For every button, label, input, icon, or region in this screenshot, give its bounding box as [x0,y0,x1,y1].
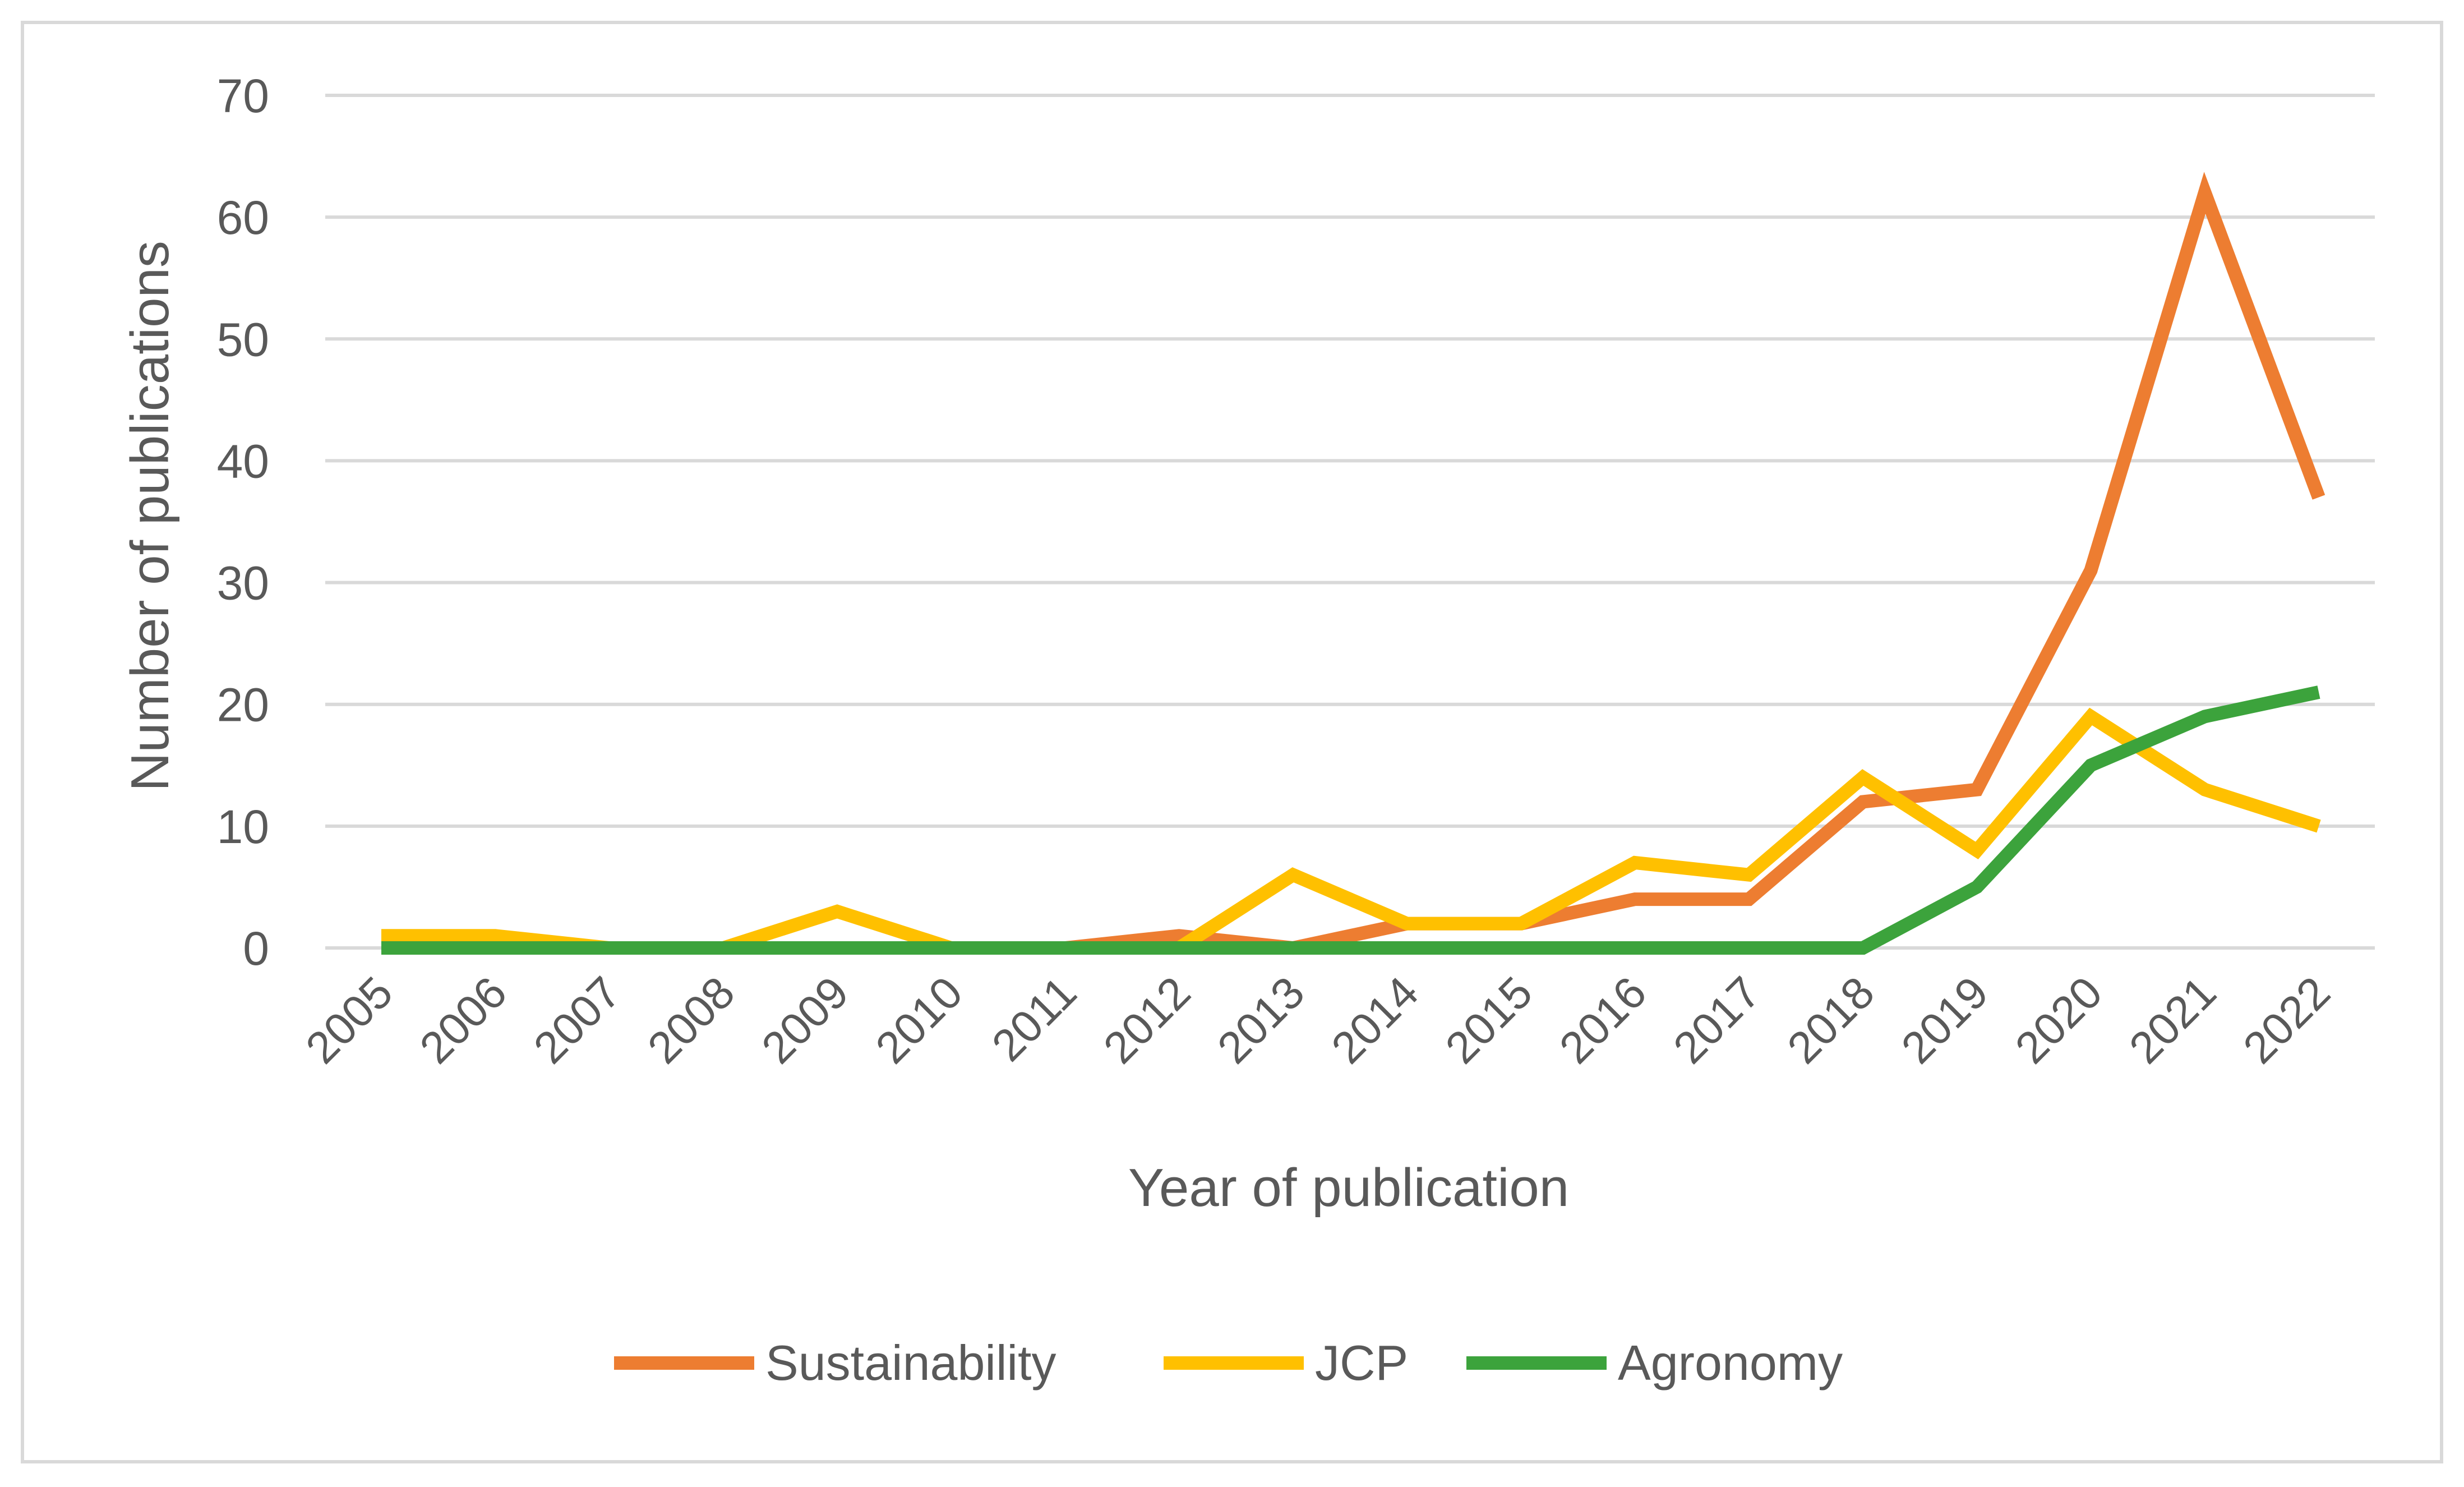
data-point [1520,923,1521,924]
y-tick-label: 50 [217,313,269,366]
y-tick-label: 0 [243,922,269,975]
gridlines [325,94,2375,950]
y-tick-label: 10 [217,800,269,853]
data-point [950,947,952,949]
data-point [2318,826,2319,827]
y-tick-label: 20 [217,679,269,731]
data-point [2204,789,2205,790]
data-point [837,911,838,912]
data-point [1976,789,1977,790]
data-point [495,935,496,936]
data-point [1293,947,1294,949]
legend-label: JCP [1315,1335,1408,1391]
data-point [1976,850,1977,851]
data-point [2091,765,2092,766]
series-line-agronomy [381,685,2320,955]
legend-label: Sustainability [765,1335,1056,1391]
series-agronomy [381,685,2320,955]
data-point [2091,570,2092,571]
y-tick-label: 60 [217,191,269,244]
data-point [1179,935,1180,936]
legend-item-agronomy: Agronomy [1466,1335,1843,1391]
data-point [1635,947,1636,949]
data-point [495,947,496,949]
y-axis-tick-labels: 0 10 20 30 40 50 60 70 [217,70,269,975]
data-point [381,947,382,949]
x-axis-title: Year of publication [1128,1158,1569,1218]
data-point [1635,862,1636,863]
data-point [723,947,724,949]
data-point [1520,947,1521,949]
data-point [1862,777,1863,778]
legend-item-jcp: JCP [1164,1335,1408,1391]
data-point [1976,886,1977,887]
data-point [1064,947,1065,949]
data-point [2091,716,2092,717]
data-point [1862,947,1863,949]
legend-item-sustainability: Sustainability [614,1335,1056,1391]
data-point [381,935,382,936]
y-tick-label: 30 [217,557,269,610]
data-point [2204,192,2205,194]
data-point [1635,899,1636,900]
data-point [2318,497,2319,498]
data-point [2318,692,2319,693]
data-point [1748,899,1750,900]
data-point [837,947,838,949]
legend-label: Agronomy [1618,1335,1843,1391]
data-point [2204,716,2205,717]
y-tick-label: 40 [217,435,269,487]
series-lines [381,172,2325,955]
y-axis-title: Number of publications [120,241,180,791]
legend: Sustainability JCP Agronomy [614,1335,1843,1391]
data-point [1406,923,1408,924]
chart-frame [21,21,2443,1463]
data-point [1748,874,1750,876]
data-point [1293,874,1294,876]
data-point [1748,947,1750,949]
data-point [1179,947,1180,949]
data-point [1406,947,1408,949]
y-tick-label: 70 [217,70,269,122]
data-point [608,947,610,949]
data-point [1862,801,1863,802]
